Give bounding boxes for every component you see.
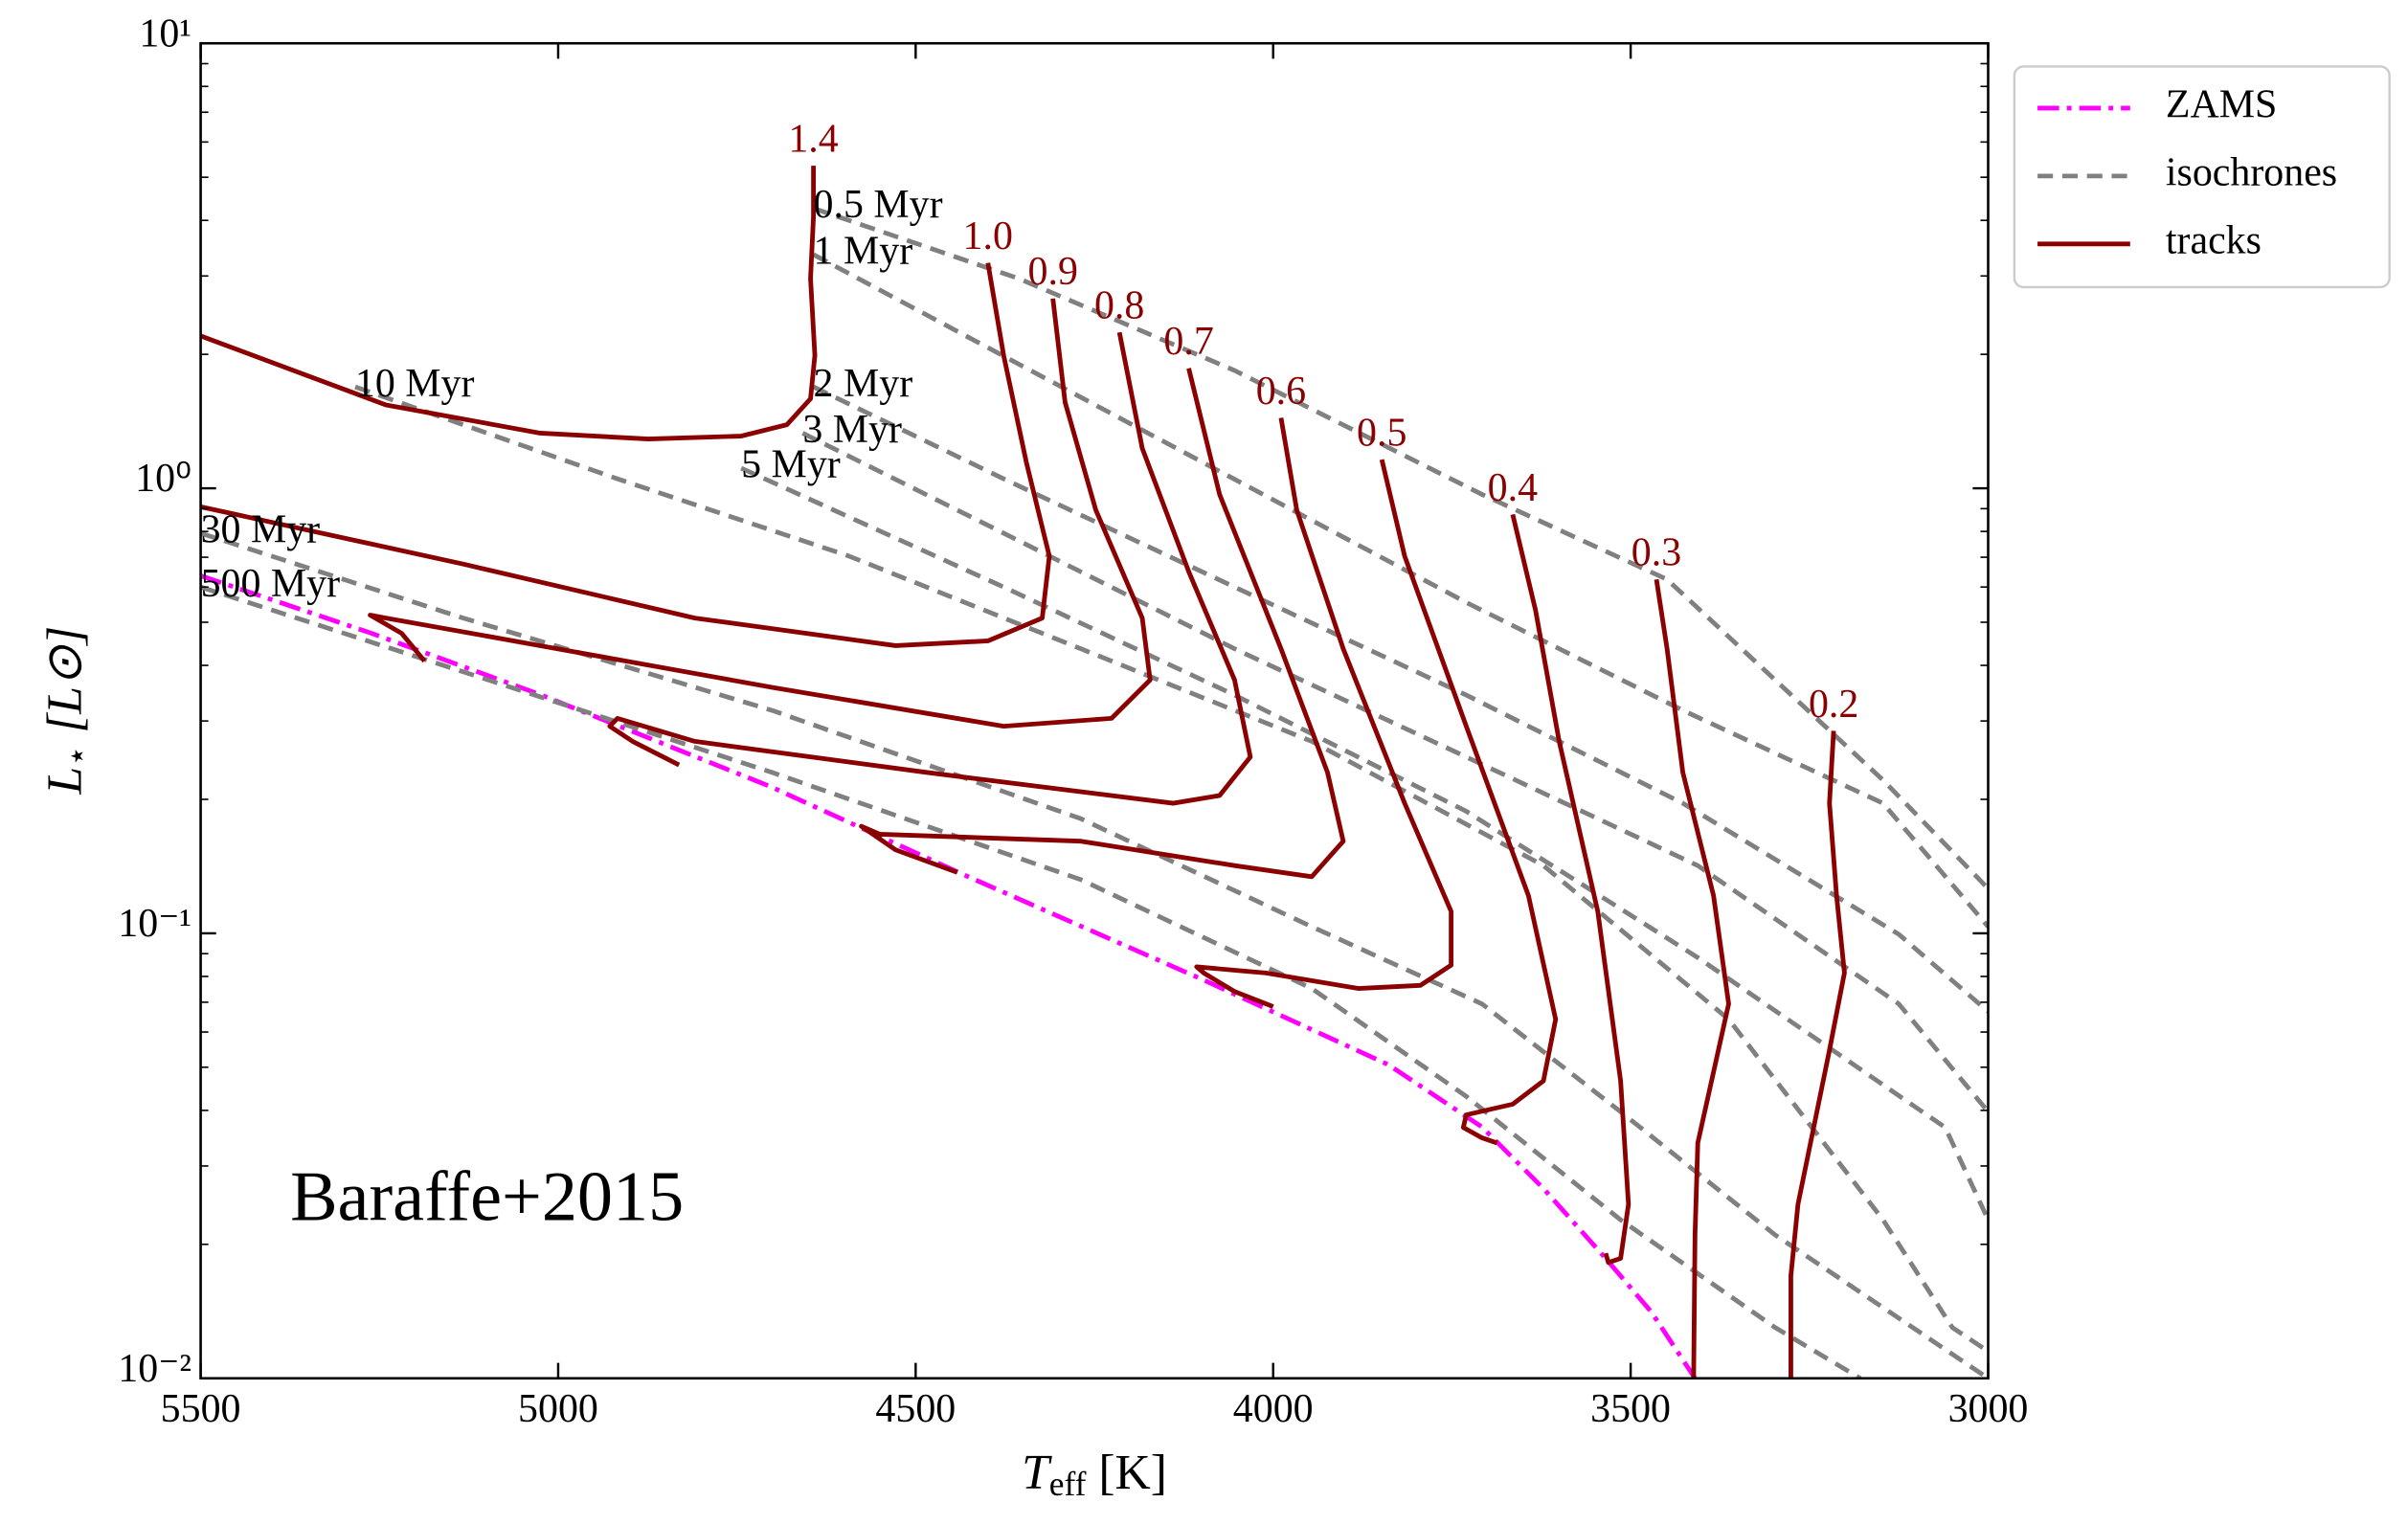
x-tick-label: 3000: [1948, 1387, 2029, 1431]
track-label: 1.0: [963, 214, 1013, 258]
series-line: [740, 465, 1989, 1222]
y-axis-label: L⋆ [L⊙]: [37, 626, 96, 796]
series-line: [801, 431, 1989, 1113]
series-line: [812, 384, 1989, 1014]
y-label-symbol: L: [37, 767, 92, 796]
track-label: 1.4: [788, 117, 838, 161]
x-tick-label: 4500: [875, 1387, 956, 1431]
legend-label: ZAMS: [2166, 83, 2277, 127]
isochrone-label: 500 Myr: [201, 562, 341, 606]
x-axis-label: Teff [K]: [1022, 1446, 1167, 1504]
y-tick-label: 10⁻²: [118, 1347, 191, 1391]
plot-frame: [199, 41, 1990, 1380]
series-line: [354, 384, 1989, 1354]
annotation: Baraffe+2015: [290, 1158, 684, 1237]
series-line: [1654, 578, 1731, 1379]
x-tick-label: 3500: [1590, 1387, 1671, 1431]
x-tick-label: 5500: [161, 1387, 241, 1431]
track-label: 0.3: [1632, 531, 1681, 575]
series-line: [200, 573, 1698, 1379]
isochrone-label: 10 Myr: [355, 362, 475, 406]
isochrone-label: 0.5 Myr: [814, 183, 943, 227]
legend-label: isochrones: [2166, 150, 2337, 194]
isochrone-label: 3 Myr: [802, 408, 902, 452]
isochrone-label: 5 Myr: [741, 443, 841, 487]
series-line: [1194, 417, 1454, 1009]
y-tick-label: 10⁻¹: [118, 902, 191, 946]
x-label-unit: [K]: [1098, 1446, 1167, 1500]
track-label: 0.7: [1163, 320, 1213, 364]
x-tick-label: 4000: [1233, 1387, 1314, 1431]
isochrone-label: 2 Myr: [814, 362, 913, 406]
track-label: 0.8: [1094, 284, 1144, 328]
overlay: 5500 5000 4500 4000 3500 3000 10⁻² 10⁻¹ 10⁰ 10¹ 0.…: [118, 11, 2391, 1431]
track-label: 0.5: [1357, 412, 1407, 456]
isochrone-label: 1 Myr: [814, 230, 913, 274]
series-line: [812, 252, 1989, 929]
plot-lines: [200, 166, 1989, 1379]
series-line: [812, 206, 1989, 890]
legend-box: [2013, 65, 2391, 289]
y-tick-label: 10⁰: [135, 457, 191, 501]
series-line: [200, 584, 1862, 1379]
legend-label: tracks: [2166, 218, 2262, 262]
track-label: 0.4: [1488, 466, 1538, 510]
series-line: [1789, 730, 1847, 1379]
series-line: [1379, 459, 1559, 1146]
series-line: [607, 331, 1253, 806]
y-tick-label: 10¹: [139, 11, 191, 56]
track-label: 0.9: [1028, 250, 1078, 294]
track-label: 0.6: [1256, 370, 1306, 414]
series-line: [368, 298, 1153, 729]
series-line: [859, 368, 1346, 880]
x-label-subscript: eff: [1049, 1465, 1087, 1503]
series-line: [200, 166, 818, 442]
track-label: 0.2: [1809, 683, 1858, 727]
y-label-subscript: ⋆: [57, 746, 96, 767]
series-line: [200, 262, 1052, 648]
y-label-unit: [L⊙]: [37, 626, 92, 733]
x-label-symbol: T: [1022, 1446, 1052, 1500]
x-tick-label: 5000: [518, 1387, 598, 1431]
series-line: [1510, 513, 1632, 1266]
isochrone-label: 30 Myr: [201, 508, 321, 552]
